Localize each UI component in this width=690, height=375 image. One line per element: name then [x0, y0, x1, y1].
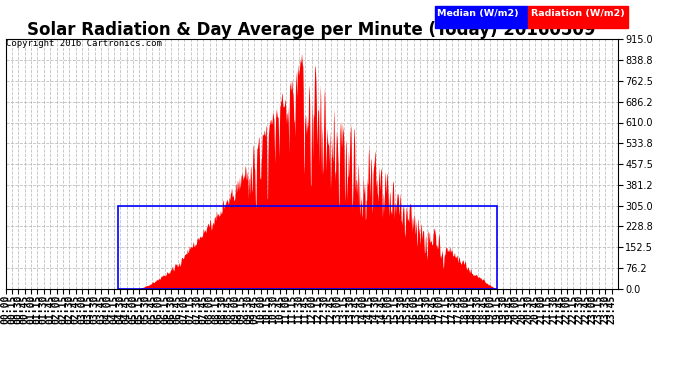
Text: Radiation (W/m2): Radiation (W/m2): [531, 9, 624, 18]
Text: Median (W/m2): Median (W/m2): [437, 9, 519, 18]
Text: Copyright 2016 Cartronics.com: Copyright 2016 Cartronics.com: [6, 39, 161, 48]
Bar: [118, 206, 497, 289]
Title: Solar Radiation & Day Average per Minute (Today) 20160509: Solar Radiation & Day Average per Minute…: [28, 21, 595, 39]
